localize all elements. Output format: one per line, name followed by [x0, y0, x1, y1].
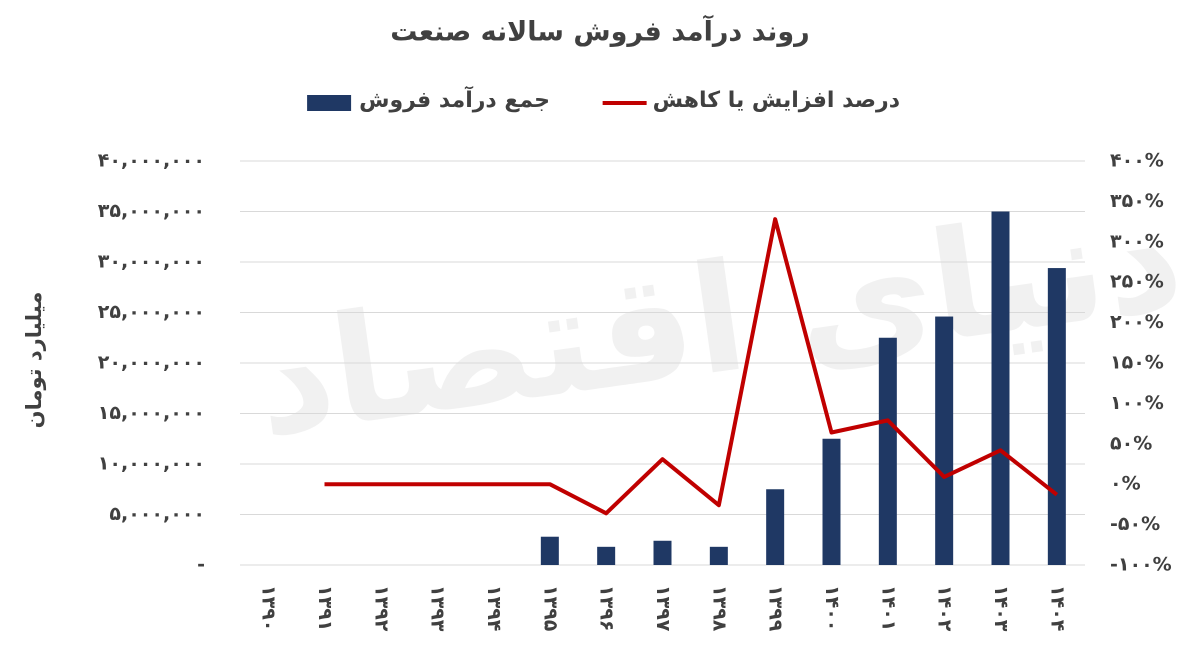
y2-tick-label: ۰% [1110, 473, 1141, 495]
y2-tick-label: -۱۰۰% [1110, 554, 1172, 576]
x-tick-label: ۱۳۹۵ [539, 585, 561, 632]
x-tick-label: ۱۴۰۲ [934, 585, 956, 632]
y2-tick-label: ۲۰۰% [1110, 311, 1164, 333]
x-tick-label: ۱۳۹۷ [652, 585, 674, 632]
bar [1047, 268, 1066, 565]
y2-tick-label: ۱۵۰% [1110, 352, 1164, 374]
y2-tick-label: ۵۰% [1110, 432, 1152, 454]
legend-label: جمع درآمد فروش [359, 85, 550, 113]
y-tick-label: - [197, 554, 205, 576]
y2-tick-label: -۵۰% [1110, 513, 1160, 535]
y2-tick-label: ۱۰۰% [1110, 392, 1164, 414]
x-tick-label: ۱۴۰۰ [821, 585, 843, 631]
line [324, 217, 1059, 516]
y-tick-label: ۲۰,۰۰۰,۰۰۰ [98, 352, 205, 374]
bar [878, 337, 897, 565]
x-tick-label: ۱۳۹۹ [765, 585, 787, 632]
bar [991, 211, 1010, 565]
bar [540, 536, 559, 565]
legend-swatch [307, 95, 352, 111]
x-tick-label: ۱۳۹۲ [370, 585, 392, 632]
y-tick-label: ۴۰,۰۰۰,۰۰۰ [98, 150, 205, 172]
legend-label: درصد افزایش یا کاهش [653, 88, 900, 113]
bar [766, 489, 785, 565]
chart-title: روند درآمد فروش سالانه صنعت [390, 15, 809, 48]
x-tick-label: ۱۴۰۱ [877, 585, 899, 631]
y2-tick-label: ۲۵۰% [1110, 271, 1164, 293]
y-tick-label: ۵,۰۰۰,۰۰۰ [109, 503, 205, 525]
x-tick-label: ۱۴۰۳ [990, 585, 1012, 632]
bar [822, 438, 841, 565]
bar [597, 546, 616, 565]
y-tick-label: ۳۵,۰۰۰,۰۰۰ [98, 200, 205, 222]
bar [709, 546, 728, 565]
y-tick-label: ۲۵,۰۰۰,۰۰۰ [98, 301, 205, 323]
y-tick-label: ۳۰,۰۰۰,۰۰۰ [98, 251, 205, 273]
bar [653, 540, 672, 565]
y-tick-label: ۱۰,۰۰۰,۰۰۰ [98, 453, 205, 475]
y2-tick-label: ۳۵۰% [1110, 190, 1164, 212]
x-tick-label: ۱۳۹۸ [708, 585, 730, 632]
y-axis-title: میلیارد تومان [22, 292, 46, 429]
x-tick-label: ۱۴۰۴ [1046, 585, 1068, 631]
x-tick-label: ۱۳۹۱ [314, 585, 336, 631]
x-tick-label: ۱۳۹۰ [258, 585, 280, 631]
y2-tick-label: ۴۰۰% [1110, 150, 1164, 172]
y-tick-label: ۱۵,۰۰۰,۰۰۰ [98, 402, 205, 424]
x-tick-label: ۱۳۹۴ [483, 585, 505, 631]
x-tick-label: ۱۳۹۶ [596, 585, 618, 631]
bar [935, 316, 954, 565]
x-tick-label: ۱۳۹۳ [427, 585, 449, 632]
y2-tick-label: ۳۰۰% [1110, 230, 1164, 252]
